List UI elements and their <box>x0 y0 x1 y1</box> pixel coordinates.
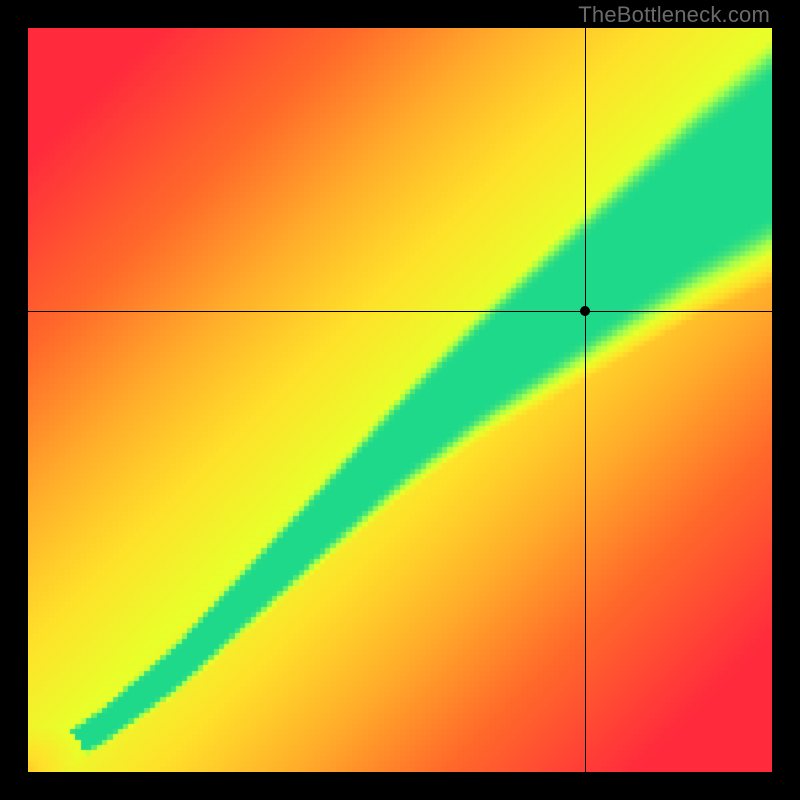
plot-frame <box>28 28 772 772</box>
crosshair-vertical <box>585 28 586 772</box>
crosshair-horizontal <box>28 311 772 312</box>
watermark-text: TheBottleneck.com <box>578 2 770 28</box>
crosshair-marker <box>580 306 590 316</box>
